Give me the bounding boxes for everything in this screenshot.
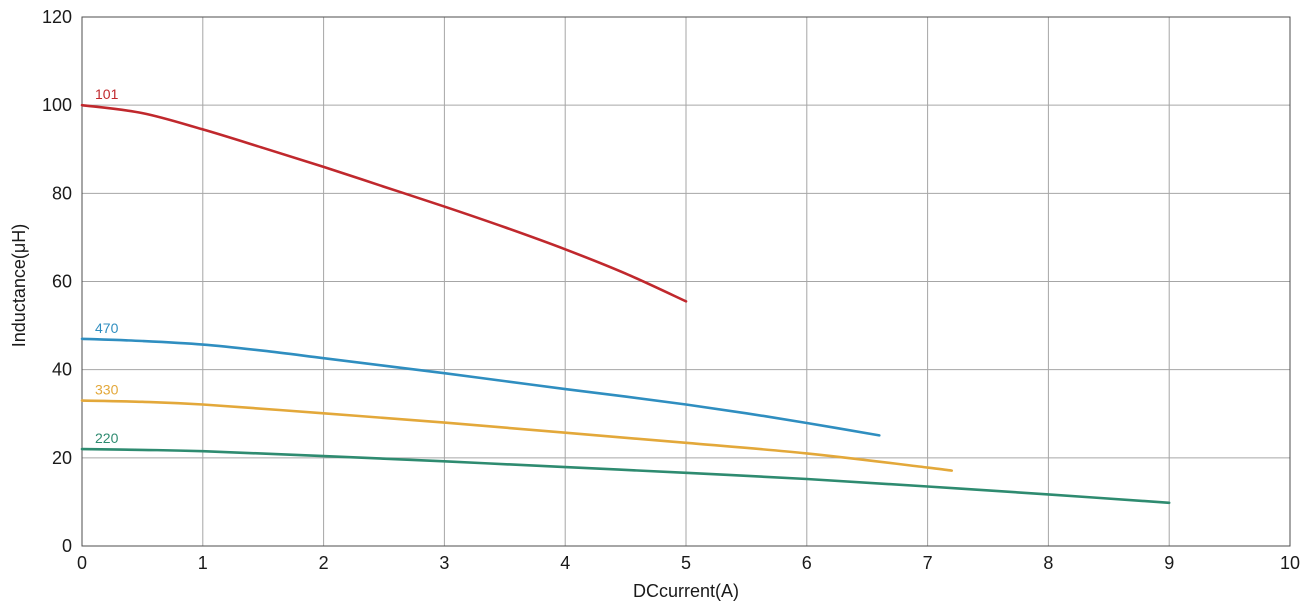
series-line-220: [80, 447, 1171, 505]
x-tick-label-10: 10: [1280, 553, 1300, 573]
x-tick-label-7: 7: [923, 553, 933, 573]
y-tick-label-2: 40: [52, 360, 72, 380]
y-tick-label-0: 0: [62, 536, 72, 556]
series-line-470: [80, 337, 881, 437]
y-tick-label-3: 60: [52, 272, 72, 292]
x-tick-label-2: 2: [319, 553, 329, 573]
grid-lines: [81, 16, 1291, 547]
x-tick-label-0: 0: [77, 553, 87, 573]
y-axis-ticks: 0 20 40 60 80 100 120: [42, 7, 72, 556]
x-axis-title: DCcurrent(A): [633, 581, 739, 601]
y-axis-title: Inductance(μH): [9, 224, 29, 347]
x-tick-label-1: 1: [198, 553, 208, 573]
x-tick-label-4: 4: [560, 553, 570, 573]
series-label-220: 220: [95, 430, 119, 446]
series-lines: [80, 103, 1171, 505]
x-tick-label-5: 5: [681, 553, 691, 573]
y-tick-label-5: 100: [42, 95, 72, 115]
x-tick-label-9: 9: [1164, 553, 1174, 573]
y-tick-label-6: 120: [42, 7, 72, 27]
series-label-330: 330: [95, 382, 119, 398]
x-axis-ticks: 0 1 2 3 4 5 6 7 8 9 10: [77, 553, 1300, 573]
series-labels: 101 470 330 220: [95, 86, 119, 446]
series-label-101: 101: [95, 86, 119, 102]
x-tick-label-6: 6: [802, 553, 812, 573]
plot-area-frame: [81, 16, 1291, 547]
y-tick-label-1: 20: [52, 448, 72, 468]
series-line-101: [80, 103, 688, 303]
x-tick-label-8: 8: [1043, 553, 1053, 573]
x-tick-label-3: 3: [439, 553, 449, 573]
y-tick-label-4: 80: [52, 183, 72, 203]
series-label-470: 470: [95, 320, 119, 336]
series-line-330: [80, 399, 954, 472]
